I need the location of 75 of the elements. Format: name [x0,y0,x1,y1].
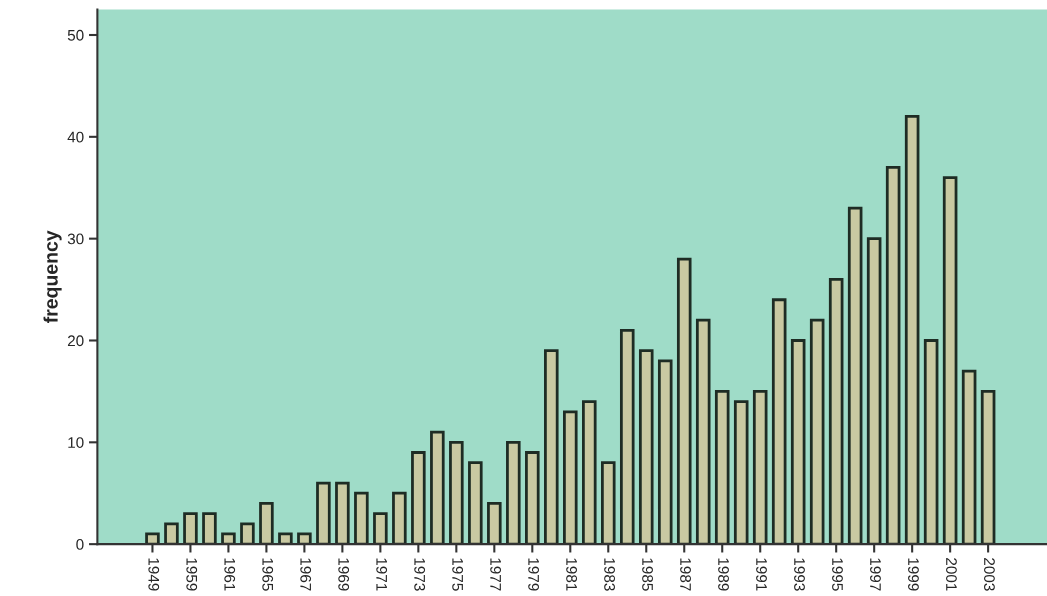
bar [847,206,863,545]
bar [297,532,312,545]
bar [278,532,293,545]
bar [790,339,806,545]
bar [411,451,426,545]
x-tick-label: 1995 [832,558,843,591]
bar [695,318,711,545]
y-axis-title: frequency [43,230,62,323]
y-tick-label: 50 [67,29,84,41]
x-tick-label: 1949 [148,558,160,591]
bar [582,400,597,545]
x-tick-label: 1967 [300,558,312,591]
bar [828,278,844,545]
bar [392,491,407,545]
bar [525,451,540,545]
bar [676,257,692,545]
bar [904,115,920,545]
x-tick-label: 1973 [414,558,426,591]
y-tick-label: 10 [68,437,84,448]
bar [563,410,578,545]
x-tick-label: 1997 [870,558,881,591]
bar [714,390,730,545]
bar [809,318,825,545]
x-tick-label: 2001 [946,558,957,591]
bar [638,349,654,545]
bar [468,461,483,545]
x-tick-label: 1959 [186,558,198,591]
x-tick-label: 1971 [376,558,388,591]
bar [752,390,768,545]
bar [980,390,996,545]
bar [202,512,217,545]
bar [164,522,179,545]
bar [923,339,939,545]
bar [506,440,521,545]
x-tick-label: 1979 [528,558,540,591]
y-tick-label: 40 [67,131,84,143]
x-tick-label: 1981 [566,558,577,591]
x-tick-label: 1991 [756,558,767,591]
x-tick-label: 1977 [490,558,502,591]
bar [335,481,350,545]
bar [183,512,198,545]
x-tick-label: 1983 [604,558,615,591]
bar [885,165,901,545]
bar [259,502,274,545]
bar [354,491,369,545]
x-tick-label: 1999 [908,558,919,591]
x-tick-label: 2003 [984,558,995,591]
bar [657,359,673,545]
bar [600,461,616,545]
bar [487,502,502,545]
bar [942,176,958,545]
x-tick-label: 1985 [642,558,653,591]
x-tick-label: 1961 [224,558,236,591]
bar [866,237,882,545]
bar [449,440,464,545]
x-tick-label: 1965 [262,558,274,591]
bar [221,532,236,545]
y-tick-label: 0 [76,539,84,550]
bar [145,532,160,545]
bar [544,349,559,545]
bar [619,328,635,545]
y-tick-label: 30 [67,233,84,245]
x-tick-label: 1993 [794,558,805,591]
bar [961,369,977,545]
bar [771,298,787,545]
bar [430,430,445,545]
x-tick-label: 1975 [452,558,464,591]
y-tick-label: 20 [67,335,84,347]
bar [373,512,388,545]
x-tick-label: 1969 [338,558,350,591]
x-tick-label: 1989 [718,558,729,591]
bar [316,481,331,545]
x-tick-label: 1987 [680,558,691,591]
bar [240,522,255,545]
bar [733,400,749,545]
